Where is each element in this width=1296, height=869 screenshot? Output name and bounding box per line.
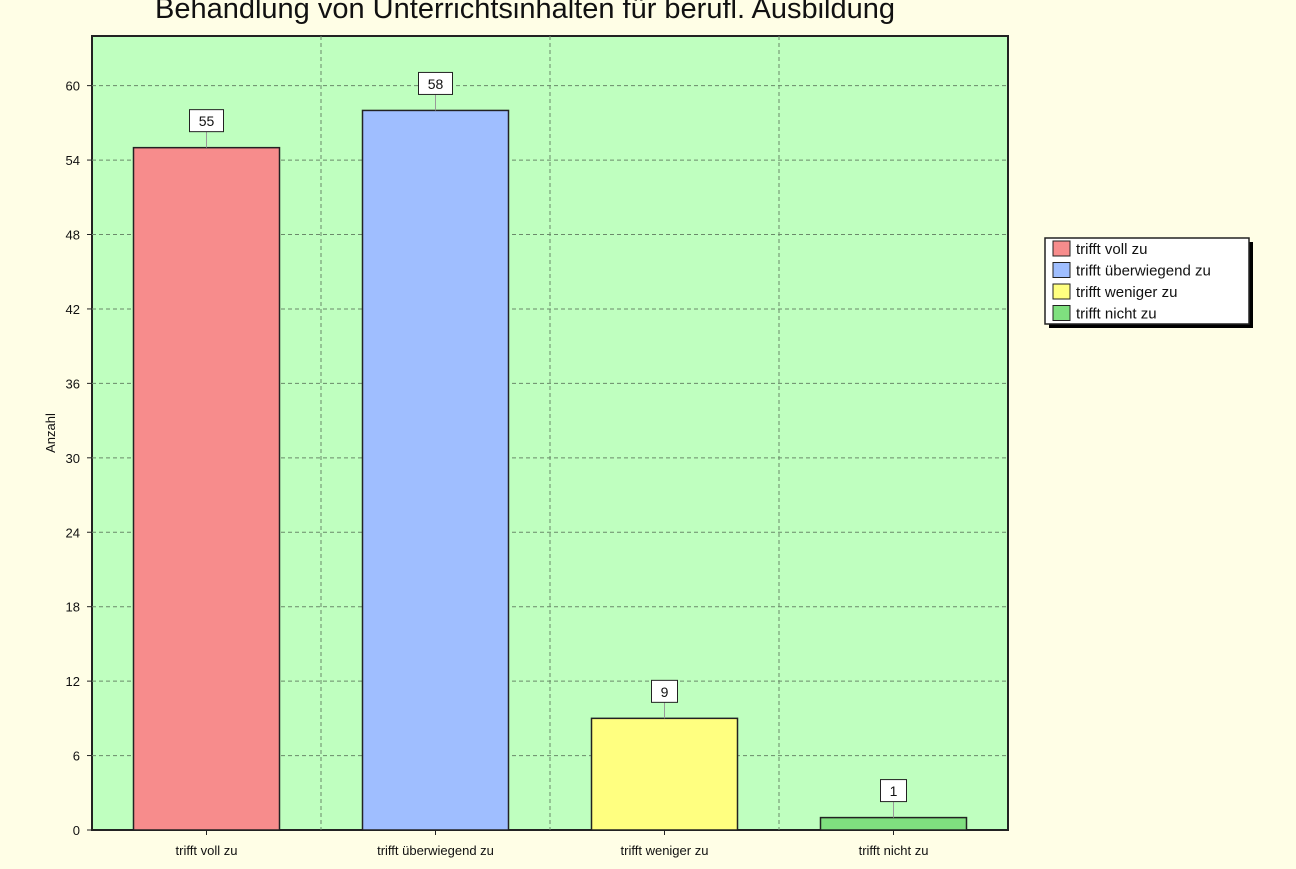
y-axis-ticks: 0 6 12 18 24 30 36 42 48 54 60 <box>66 79 92 838</box>
legend-label: trifft nicht zu <box>1076 306 1157 323</box>
y-axis-label: Anzahl <box>43 413 58 453</box>
x-tick-label: trifft überwiegend zu <box>377 843 494 858</box>
bar-3 <box>590 717 739 831</box>
bar-1 <box>132 146 281 831</box>
data-label-box <box>880 779 907 803</box>
y-tick-label: 12 <box>66 674 80 689</box>
data-labels: 55 58 9 1 <box>189 71 907 818</box>
y-tick-label: 30 <box>66 451 80 466</box>
data-label: 58 <box>428 76 444 92</box>
data-label-box <box>189 109 224 133</box>
legend-swatch <box>1052 305 1071 321</box>
legend: trifft voll zu trifft überwiegend zu triff… <box>1044 237 1253 328</box>
y-tick-label: 60 <box>66 79 80 94</box>
y-tick-label: 36 <box>66 376 80 391</box>
y-tick-label: 0 <box>73 823 80 838</box>
data-label-box <box>651 679 678 703</box>
legend-label: trifft voll zu <box>1076 241 1147 258</box>
x-tick-label: trifft nicht zu <box>859 843 929 858</box>
x-axis-ticks: trifft voll zu trifft überwiegend zu triff… <box>176 830 929 858</box>
legend-swatch <box>1052 262 1071 278</box>
legend-items: trifft voll zu trifft überwiegend zu triff… <box>1052 240 1211 323</box>
bar-4 <box>819 816 968 831</box>
y-tick-label: 18 <box>66 600 80 615</box>
data-label: 9 <box>661 684 669 700</box>
legend-box <box>1044 237 1250 325</box>
y-tick-label: 42 <box>66 302 80 317</box>
bar-2 <box>361 109 510 831</box>
data-label-box <box>418 71 453 95</box>
legend-swatch <box>1052 283 1071 300</box>
chart-title: Behandlung von Unterrichtsinhalten für b… <box>155 0 895 25</box>
y-tick-label: 54 <box>66 153 80 168</box>
x-tick-label: trifft weniger zu <box>621 843 709 858</box>
y-tick-label: 24 <box>66 525 80 540</box>
data-label: 1 <box>890 783 898 799</box>
data-label: 55 <box>199 113 215 129</box>
legend-swatch <box>1052 240 1071 257</box>
y-tick-label: 6 <box>73 749 80 764</box>
grid-lines <box>92 36 1008 830</box>
y-tick-label: 48 <box>66 228 80 243</box>
legend-label: trifft überwiegend zu <box>1076 263 1211 280</box>
legend-label: trifft weniger zu <box>1076 284 1177 301</box>
bars <box>132 109 968 831</box>
x-tick-label: trifft voll zu <box>176 843 238 858</box>
